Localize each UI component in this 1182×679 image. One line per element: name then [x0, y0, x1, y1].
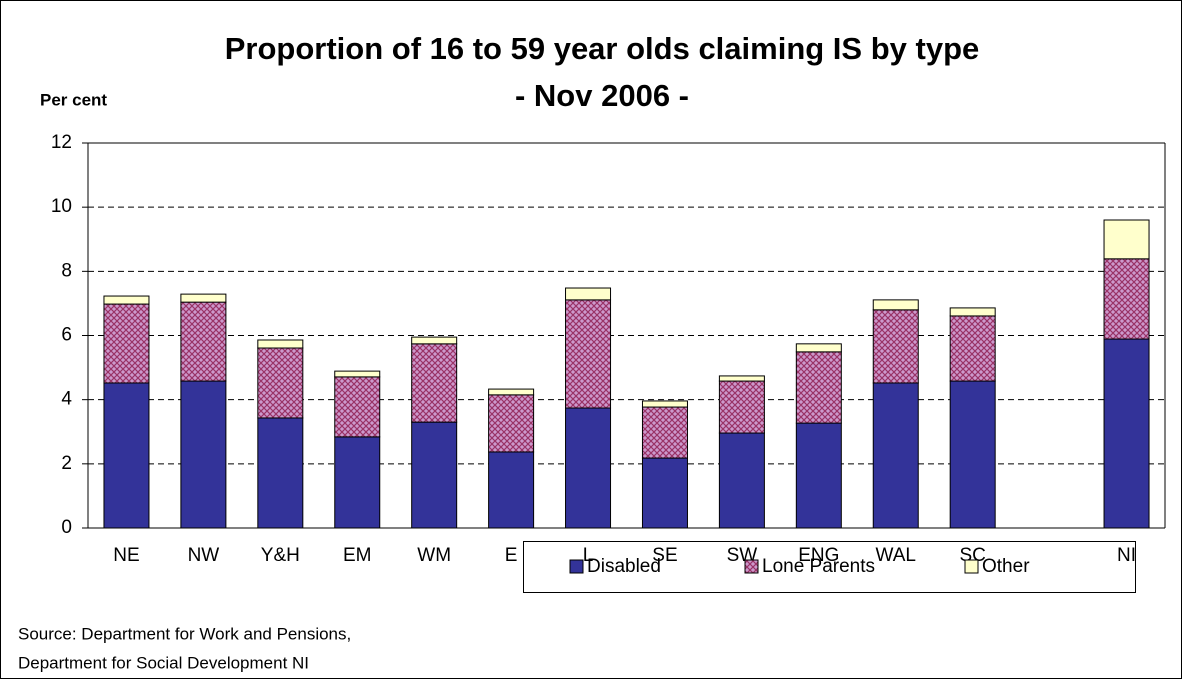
y-tick-label: 0: [61, 517, 72, 538]
legend-label: Lone Parents: [762, 556, 875, 577]
bar-segment: [795, 351, 842, 424]
bar-segment: [949, 380, 996, 529]
legend-swatch: [569, 559, 584, 574]
bar-segment: [411, 336, 458, 345]
bar-segment: [718, 375, 765, 382]
x-tick-label: L: [583, 545, 594, 566]
bar-segment: [1103, 338, 1150, 529]
bar-segment: [641, 457, 688, 529]
bar-segment: [334, 376, 381, 438]
bar-segment: [103, 295, 150, 305]
bar-segment: [180, 301, 227, 382]
bar-segment: [103, 303, 150, 384]
x-tick-label: ENG: [798, 545, 839, 566]
y-tick-label: 8: [61, 260, 72, 281]
bar-segment: [257, 417, 304, 529]
bar-segment: [795, 422, 842, 529]
bar-segment: [1103, 258, 1150, 340]
y-tick-label: 4: [61, 389, 72, 410]
legend-swatch: [744, 559, 759, 574]
bar-segment: [872, 382, 919, 529]
bar-segment: [180, 293, 227, 303]
bar-segment: [411, 421, 458, 529]
bar-segment: [257, 347, 304, 419]
bar-segment: [641, 400, 688, 408]
x-tick-label: WAL: [876, 545, 916, 566]
y-tick-label: 2: [61, 453, 72, 474]
x-tick-label: WM: [417, 545, 451, 566]
x-tick-label: SE: [652, 545, 677, 566]
bar-segment: [718, 380, 765, 434]
x-tick-label: EM: [343, 545, 372, 566]
bar-segment: [488, 388, 535, 396]
bar-segment: [180, 380, 227, 529]
bar-segment: [565, 287, 612, 301]
source: Department for Social Development NI: [18, 653, 309, 672]
y-tick-label: 6: [61, 325, 72, 346]
x-tick-label: NW: [188, 545, 220, 566]
legend-label: Other: [982, 556, 1030, 577]
bar-segment: [641, 406, 688, 459]
bar-segment: [1103, 219, 1150, 260]
y-axis-label: Per cent: [40, 90, 107, 109]
chart-title: Proportion of 16 to 59 year olds claimin…: [225, 31, 980, 66]
bar-segment: [488, 451, 535, 529]
bar-segment: [565, 407, 612, 529]
bar-segment: [795, 343, 842, 353]
x-tick-label: Y&H: [261, 545, 300, 566]
y-tick-label: 10: [51, 196, 72, 217]
bar-segment: [334, 370, 381, 378]
x-tick-label: E: [505, 545, 518, 566]
bar-segment: [718, 432, 765, 529]
legend-label: Disabled: [587, 556, 661, 577]
legend-box: [523, 541, 1136, 593]
bar-segment: [872, 299, 919, 311]
bar-segment: [872, 309, 919, 384]
bar-segment: [411, 343, 458, 423]
bar-segment: [565, 299, 612, 409]
chart-subtitle: - Nov 2006 -: [515, 78, 689, 113]
x-tick-label: NE: [113, 545, 139, 566]
y-tick-label: 12: [51, 132, 72, 153]
bar-segment: [488, 394, 535, 453]
bar-segment: [103, 382, 150, 529]
bar-segment: [257, 339, 304, 349]
source: Source: Department for Work and Pensions…: [18, 624, 351, 643]
legend-swatch: [964, 559, 979, 574]
bar-segment: [949, 307, 996, 317]
x-tick-label: NI: [1117, 545, 1136, 566]
bar-segment: [334, 436, 381, 529]
bar-segment: [949, 315, 996, 382]
